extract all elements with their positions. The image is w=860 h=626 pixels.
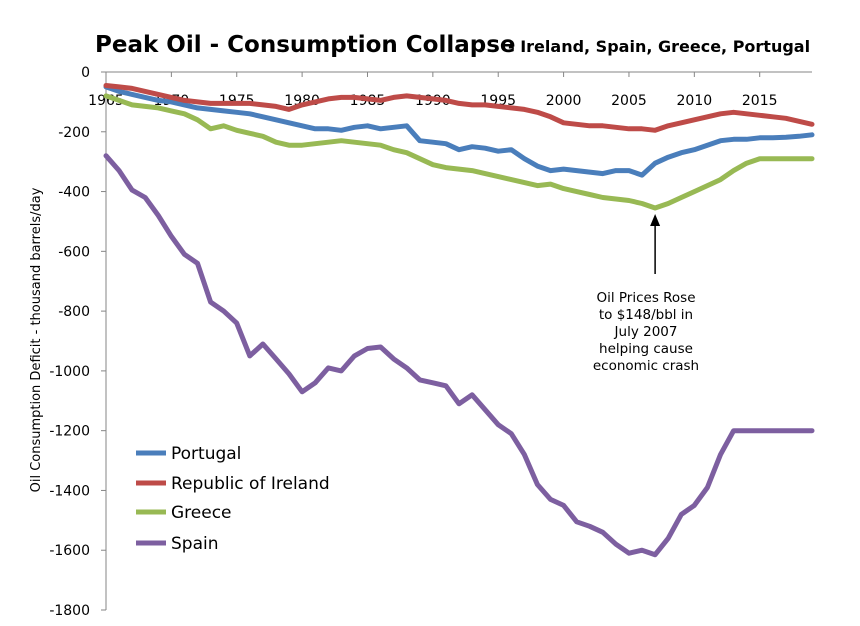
annotation-line-1: Oil Prices Rose bbox=[596, 290, 695, 306]
annotation-line-3: July 2007 bbox=[614, 324, 678, 340]
y-tick-label: -1400 bbox=[49, 483, 90, 499]
series-line-portugal bbox=[103, 84, 815, 178]
x-tick-label: 2000 bbox=[546, 93, 582, 109]
y-tick-label: -400 bbox=[58, 185, 90, 201]
y-tick-label: -1200 bbox=[49, 424, 90, 440]
y-tick-label: -800 bbox=[58, 304, 90, 320]
y-tick-label: -1000 bbox=[49, 364, 90, 380]
y-tick-label: -1600 bbox=[49, 543, 90, 559]
x-tick-label: 2015 bbox=[742, 93, 778, 109]
series-line-republic-of-ireland bbox=[103, 83, 815, 133]
x-tick-label: 2010 bbox=[677, 93, 713, 109]
annotation-line-2: to $148/bbl in bbox=[599, 307, 693, 323]
chart-title: Peak Oil - Consumption Collapse bbox=[95, 32, 516, 58]
y-axis-label: Oil Consumption Deficit - thousand barre… bbox=[29, 187, 44, 492]
y-tick-label: -600 bbox=[58, 244, 90, 260]
legend: Portugal Republic of Ireland Greece Spai… bbox=[136, 444, 330, 554]
chart-subtitle: - Ireland, Spain, Greece, Portugal bbox=[508, 37, 810, 56]
annotation-line-5: economic crash bbox=[593, 358, 699, 374]
legend-label-ireland: Republic of Ireland bbox=[171, 474, 330, 494]
y-tick-label: -200 bbox=[58, 125, 90, 141]
legend-label-spain: Spain bbox=[171, 534, 219, 554]
series-line-greece bbox=[103, 93, 815, 211]
annotation-line-4: helping cause bbox=[599, 341, 693, 357]
x-tick-label: 2005 bbox=[611, 93, 647, 109]
series-layer bbox=[103, 83, 815, 558]
y-tick-label: 0 bbox=[81, 65, 90, 81]
series-line-spain bbox=[103, 153, 815, 558]
legend-label-greece: Greece bbox=[171, 503, 232, 523]
legend-label-portugal: Portugal bbox=[171, 444, 241, 464]
annotation: Oil Prices Rose to $148/bbl in July 2007… bbox=[593, 213, 699, 374]
y-tick-label: -1800 bbox=[49, 603, 90, 619]
annotation-arrow-head bbox=[650, 213, 661, 226]
